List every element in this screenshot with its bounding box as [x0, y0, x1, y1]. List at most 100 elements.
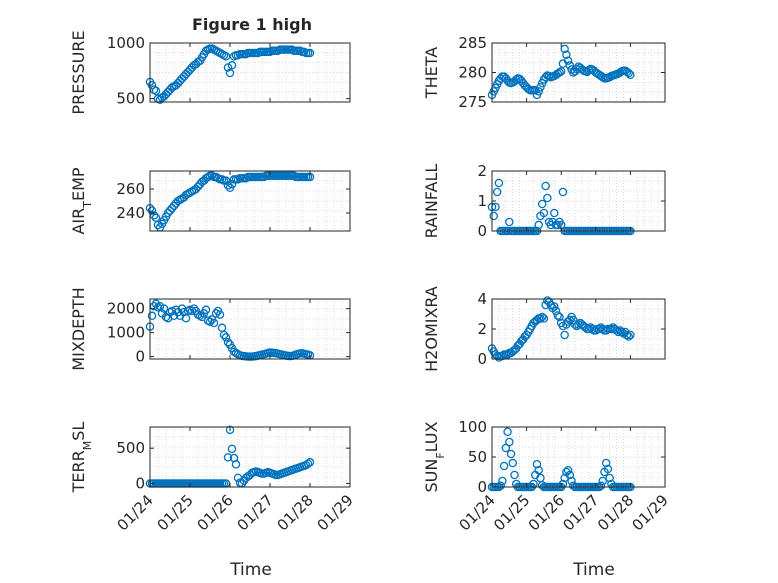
data-point	[303, 459, 313, 468]
x-tick-label: 01/27	[559, 491, 602, 534]
data-point	[543, 193, 552, 203]
data-point	[215, 310, 225, 319]
data-point	[189, 304, 199, 313]
y-tick-label: 4	[477, 290, 487, 308]
axes-box	[149, 42, 351, 103]
y-tick-label: 0	[135, 474, 145, 492]
data-point	[505, 437, 514, 447]
data-point	[227, 61, 237, 70]
y-tick-label: 240	[116, 204, 145, 222]
data-point	[147, 81, 157, 90]
y-axis-label: THETA	[422, 47, 441, 99]
data-point	[187, 306, 197, 316]
x-tick-label: 01/24	[456, 491, 499, 534]
data-point	[558, 187, 568, 197]
data-point	[556, 67, 566, 76]
x-tick-label: 01/29	[629, 491, 672, 534]
subplot-4: 0 1 2 RAINFALL	[422, 162, 666, 240]
data-point	[563, 465, 573, 475]
data-point	[201, 305, 211, 315]
data-point	[159, 304, 169, 313]
data-point	[598, 476, 607, 486]
data-point	[494, 178, 504, 188]
data-point	[492, 187, 502, 197]
x-tick-label: 01/26	[525, 491, 568, 534]
subplot-1: 500 1000 PRESSURE	[69, 30, 351, 115]
data-point	[167, 306, 177, 316]
subplot-3: 240 260 AIRTEMP	[69, 167, 351, 235]
data-point	[605, 473, 614, 483]
x-tick-label: 01/24	[114, 491, 157, 534]
data-point	[626, 70, 635, 80]
y-tick-label: 1000	[107, 324, 145, 342]
x-tick-label: 01/28	[594, 491, 637, 534]
x-axis-label-right: Time	[572, 560, 615, 580]
data-point	[223, 337, 233, 347]
y-tick-label: 260	[116, 180, 145, 198]
y-tick-label: 0	[477, 350, 487, 368]
data-point	[539, 208, 549, 218]
data-point	[217, 323, 227, 333]
data-point	[603, 464, 613, 474]
data-point	[601, 458, 611, 468]
data-point	[508, 458, 518, 468]
data-point	[624, 68, 633, 78]
data-point	[558, 479, 568, 489]
data-point	[534, 87, 543, 96]
data-point	[503, 427, 512, 437]
data-point	[550, 208, 559, 218]
data-point	[560, 44, 569, 54]
data-point	[612, 326, 621, 335]
data-point	[506, 449, 516, 459]
y-tick-label: 0	[477, 478, 487, 496]
data-point	[231, 460, 241, 469]
y-tick-label: 0	[135, 348, 145, 366]
data-point	[607, 324, 616, 334]
figure-title: Figure 1 high	[192, 15, 312, 34]
data-point	[532, 459, 542, 469]
data-point	[225, 425, 235, 435]
data-point	[227, 444, 237, 454]
data-point	[221, 52, 231, 61]
data-point	[539, 314, 549, 323]
y-tick-label: 2	[477, 162, 487, 180]
data-point	[565, 470, 575, 480]
y-tick-label: 2	[477, 320, 487, 338]
data-point	[223, 453, 233, 462]
data-point	[499, 461, 509, 471]
subplot-6: 0 2 4 H2OMIXRA	[422, 286, 666, 372]
data-point	[153, 220, 163, 230]
data-point	[529, 479, 538, 489]
subplot-5: 0 1000 2000 MIXDEPTH	[69, 287, 351, 371]
y-tick-label: 500	[116, 439, 145, 457]
data-point	[171, 305, 181, 315]
y-axis-label: PRESSURE	[69, 30, 88, 114]
x-tick-label: 01/26	[194, 491, 237, 534]
data-point	[225, 68, 235, 78]
data-point	[622, 330, 632, 340]
data-point	[219, 330, 229, 340]
y-tick-label: 50	[468, 448, 487, 466]
data-point	[555, 68, 564, 77]
x-tick-label: 01/29	[314, 491, 357, 534]
data-point	[489, 211, 498, 221]
data-point	[536, 314, 545, 323]
data-point	[511, 75, 521, 84]
x-axis-label-left: Time	[229, 560, 272, 580]
axes-box	[149, 298, 351, 360]
data-point	[565, 61, 575, 70]
x-tick-label: 01/25	[490, 491, 533, 534]
data-point	[305, 48, 315, 58]
y-tick-label: 100	[458, 418, 487, 436]
y-axis-label: MIXDEPTH	[69, 287, 88, 370]
y-tick-label: 1	[477, 192, 487, 210]
data-point	[209, 318, 219, 328]
y-axis-label: SUNFLUX	[422, 421, 447, 492]
y-axis-label: H2OMIXRA	[422, 286, 441, 372]
x-tick-label: 01/25	[154, 491, 197, 534]
data-point	[550, 302, 559, 311]
data-point	[534, 465, 543, 475]
data-point	[510, 470, 519, 480]
